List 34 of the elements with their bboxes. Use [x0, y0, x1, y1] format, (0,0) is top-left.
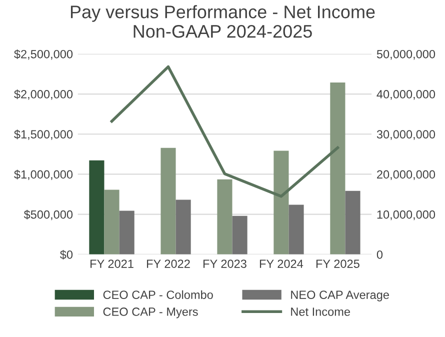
bar — [217, 179, 232, 254]
bar — [232, 216, 248, 254]
x-tick-label: FY 2025 — [316, 260, 360, 268]
y-tick-label: $0 — [60, 250, 73, 260]
y2-tick-label: 30,000,000 — [376, 130, 436, 140]
y2-tick-label: 50,000,000 — [376, 50, 436, 60]
chart-title: Pay versus Performance - Net Income Non-GAAP 2024-2025 — [70, 5, 375, 38]
legend-label: CEO CAP - Colombo — [103, 290, 213, 300]
x-tick-label: FY 2022 — [147, 260, 190, 268]
x-tick-label: FY 2024 — [260, 260, 304, 268]
bar — [330, 82, 346, 254]
y2-tick-label: 10,000,000 — [377, 210, 436, 220]
bar — [104, 190, 120, 254]
y2-tick-label: 0 — [376, 250, 383, 259]
y-tick-label: $1,000,000 — [14, 170, 73, 180]
y-tick-label: $500,000 — [24, 210, 73, 220]
bar — [119, 210, 134, 254]
bar — [288, 204, 304, 254]
x-tick-label: FY 2023 — [203, 260, 246, 268]
y2-tick-label: 40,000,000 — [376, 90, 436, 100]
bar — [176, 200, 191, 254]
legend-label: Net Income — [291, 308, 350, 316]
legend-label: NEO CAP Average — [291, 290, 389, 302]
line-series — [110, 65, 340, 198]
bar — [345, 190, 360, 254]
legend-label: CEO CAP - Myers — [103, 308, 198, 318]
y2-tick-label: 20,000,000 — [377, 170, 436, 180]
bar — [274, 150, 289, 254]
bar — [89, 160, 104, 254]
y-tick-label: $2,000,000 — [14, 90, 73, 100]
x-tick-label: FY 2021 — [90, 260, 134, 268]
y-tick-label: $1,500,000 — [14, 130, 73, 140]
bar — [160, 148, 176, 254]
y-tick-label: $2,500,000 — [14, 49, 73, 60]
